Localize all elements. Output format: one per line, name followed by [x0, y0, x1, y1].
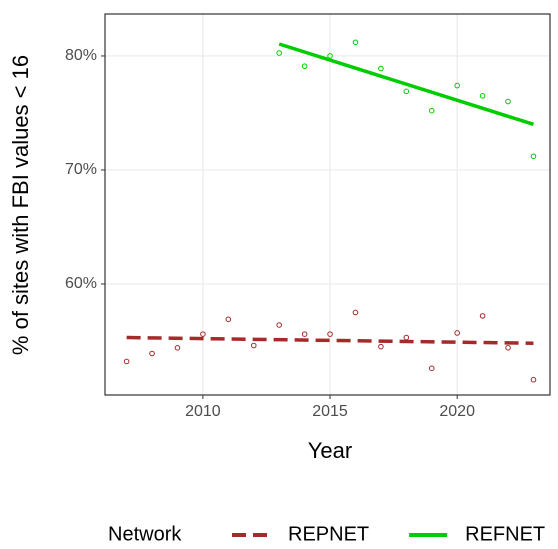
- point: [454, 82, 460, 89]
- x-tick-label: 2015: [312, 403, 348, 420]
- point: [454, 330, 460, 336]
- point: [250, 342, 257, 349]
- point: [428, 365, 435, 372]
- x-axis-title: Year: [308, 438, 352, 463]
- point: [327, 331, 333, 337]
- point: [301, 63, 308, 70]
- panel: [105, 14, 550, 395]
- point: [301, 331, 308, 337]
- x-tick-label: 2010: [185, 403, 221, 420]
- point: [352, 309, 359, 316]
- trend-line: [126, 335, 534, 345]
- point: [505, 345, 511, 351]
- point: [479, 313, 486, 319]
- legend-title: Network: [108, 523, 182, 545]
- point: [428, 107, 435, 114]
- point: [530, 376, 537, 383]
- point: [327, 53, 333, 59]
- y-axis-title: % of sites with FBI values < 16: [8, 55, 33, 355]
- legend-label: REFNET: [465, 523, 545, 545]
- point: [276, 322, 282, 328]
- legend-label: REPNET: [288, 523, 369, 545]
- trend-line: [278, 42, 534, 127]
- point: [403, 334, 410, 341]
- point: [479, 93, 486, 99]
- point: [149, 350, 155, 357]
- y-tick-label: 70%: [65, 161, 97, 178]
- legend: Network REPNET REFNET: [108, 523, 545, 545]
- point: [378, 65, 384, 72]
- point: [225, 316, 232, 323]
- point: [505, 98, 511, 105]
- point: [276, 50, 282, 56]
- y-tick-label: 60%: [65, 275, 97, 292]
- plot-area: [123, 39, 537, 383]
- point: [123, 358, 130, 365]
- point: [530, 153, 537, 160]
- point: [352, 39, 359, 46]
- point: [403, 88, 410, 95]
- x-tick-label: 2020: [439, 403, 475, 420]
- point: [174, 345, 181, 351]
- panel-border: [104, 13, 551, 396]
- point: [200, 331, 206, 337]
- point: [378, 343, 384, 350]
- y-tick-label: 80%: [65, 47, 97, 64]
